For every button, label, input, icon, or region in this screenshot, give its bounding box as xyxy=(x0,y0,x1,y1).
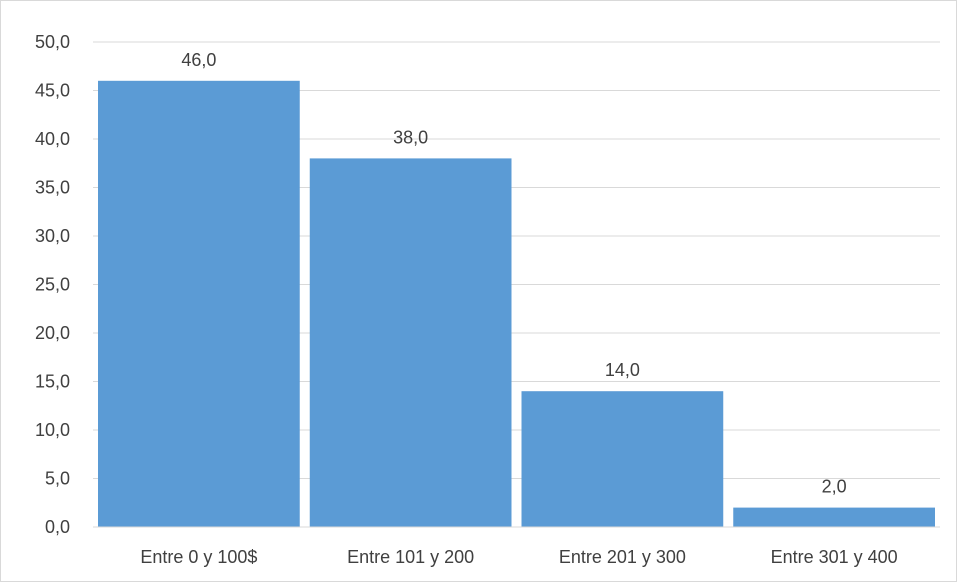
x-category-label: Entre 0 y 100$ xyxy=(140,547,257,567)
bars xyxy=(98,80,935,528)
y-tick-label: 5,0 xyxy=(45,469,70,489)
bar xyxy=(521,391,724,527)
y-tick-label: 15,0 xyxy=(35,372,70,392)
bar xyxy=(98,80,300,528)
x-category-label: Entre 301 y 400 xyxy=(771,547,898,567)
y-tick-label: 25,0 xyxy=(35,275,70,295)
x-axis-labels: Entre 0 y 100$ Entre 101 y 200 Entre 201 y… xyxy=(140,547,897,567)
data-label: 2,0 xyxy=(822,477,847,497)
y-axis-ticks: 0,0 5,0 10,0 15,0 20,0 25,0 30,0 35,0 40,0 45,0 50… xyxy=(35,32,70,537)
y-tick-label: 20,0 xyxy=(35,323,70,343)
y-tick-label: 45,0 xyxy=(35,81,70,101)
bar xyxy=(733,507,935,527)
y-tick-label: 0,0 xyxy=(45,517,70,537)
y-tick-label: 50,0 xyxy=(35,32,70,52)
y-tick-label: 40,0 xyxy=(35,129,70,149)
bar xyxy=(309,158,512,527)
y-tick-label: 30,0 xyxy=(35,226,70,246)
y-tick-label: 10,0 xyxy=(35,420,70,440)
y-tick-label: 35,0 xyxy=(35,178,70,198)
data-label: 46,0 xyxy=(181,50,216,70)
data-label: 38,0 xyxy=(393,127,428,147)
x-category-label: Entre 101 y 200 xyxy=(347,547,474,567)
data-labels: 46,0 38,0 14,0 2,0 xyxy=(181,50,846,497)
x-category-label: Entre 201 y 300 xyxy=(559,547,686,567)
data-label: 14,0 xyxy=(605,360,640,380)
